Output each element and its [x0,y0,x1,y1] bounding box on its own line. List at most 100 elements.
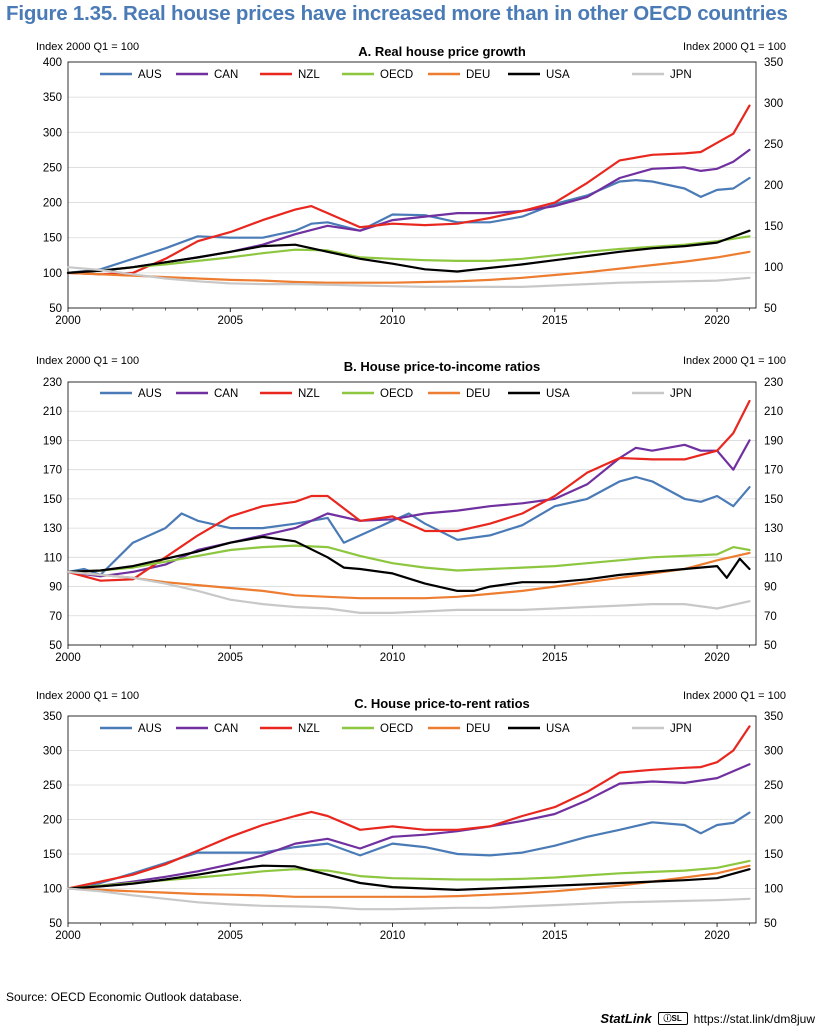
y-left-tick-label-a-100: 100 [43,268,62,280]
y-right-tick-label-b-90: 90 [764,582,777,594]
series-line-a-oecd [66,235,751,274]
y-left-tick-label-a-300: 300 [43,127,62,139]
left-axis-unit-b: Index 2000 Q1 = 100 [36,355,139,367]
y-right-tick-label-c-50: 50 [764,918,777,930]
series-line-c-aus [66,811,751,890]
series-line-c-oecd [66,859,751,890]
legend-label-a-oecd: OECD [380,69,413,81]
y-right-tick-label-a-50: 50 [764,303,777,315]
plot-frame-c [67,715,757,924]
y-left-tick-label-b-90: 90 [49,582,62,594]
x-tick-label-a-2010: 2010 [380,315,406,327]
x-tick-label-b-2020: 2020 [704,652,730,663]
y-left-tick-label-c-150: 150 [43,849,62,861]
y-left-tick-label-a-400: 400 [43,57,62,69]
legend-label-c-deu: DEU [466,723,490,735]
x-tick-label-a-2020: 2020 [704,315,730,327]
y-left-tick-label-a-250: 250 [43,162,62,174]
y-left-tick-label-b-110: 110 [44,552,62,564]
y-left-tick-label-b-230: 230 [43,377,62,389]
series-line-a-deu [66,250,751,284]
y-left-tick-label-c-350: 350 [43,711,62,723]
series-line-b-jpn [66,570,751,614]
y-left-tick-label-b-190: 190 [43,435,62,447]
y-right-tick-label-c-150: 150 [764,849,783,861]
legend-label-b-usa: USA [546,388,570,400]
y-right-tick-label-b-70: 70 [764,611,777,623]
figure-title: Figure 1.35. Real house prices have incr… [6,2,788,25]
legend-label-a-can: CAN [214,69,238,81]
y-right-tick-label-b-150: 150 [764,494,783,506]
y-right-tick-label-b-210: 210 [764,406,783,418]
x-tick-label-c-2010: 2010 [380,930,406,942]
statlink-brand: StatLink [600,1011,652,1026]
series-line-c-deu [66,864,751,898]
legend-label-a-jpn: JPN [670,69,692,81]
panel-title-c: C. House price-to-rent ratios [354,696,530,711]
y-left-tick-label-b-70: 70 [49,611,62,623]
legend-label-c-nzl: NZL [298,723,320,735]
legend-label-b-oecd: OECD [380,388,413,400]
y-left-tick-label-a-50: 50 [49,303,62,315]
chart-panel-b: 2000 2005 2010 2015 2020 50 70 90 110 130 150 170 19… [0,353,823,663]
y-right-tick-label-c-300: 300 [764,746,783,758]
x-tick-label-a-2015: 2015 [542,315,568,327]
chart-a-svg: 2000 2005 2010 2015 2020 50 100 150 200 250 300 350… [36,41,786,327]
y-left-tick-label-b-170: 170 [43,465,62,477]
chart-panel-a: 2000 2005 2010 2015 2020 50 100 150 200 250 300 350… [0,38,823,328]
chart-panel-c: 2000 2005 2010 2015 2020 50 100 150 200 250 300 350… [0,688,823,988]
y-left-tick-label-a-350: 350 [43,92,62,104]
legend-label-a-nzl: NZL [298,69,320,81]
legend-label-c-jpn: JPN [670,723,692,735]
legend-label-a-deu: DEU [466,69,490,81]
y-right-tick-label-b-190: 190 [764,435,783,447]
y-left-tick-label-c-100: 100 [43,884,62,896]
y-left-tick-label-c-200: 200 [43,815,62,827]
y-left-tick-label-b-150: 150 [43,494,62,506]
y-right-tick-label-a-200: 200 [764,180,783,192]
legend-label-c-usa: USA [546,723,570,735]
y-right-tick-label-b-50: 50 [764,640,777,652]
y-left-tick-label-c-50: 50 [49,918,62,930]
series-line-b-usa [66,535,751,592]
y-right-tick-label-a-100: 100 [764,262,783,274]
series-line-b-oecd [66,544,751,573]
legend-label-b-can: CAN [214,388,238,400]
x-tick-label-c-2000: 2000 [55,930,81,942]
series-line-b-aus [66,475,751,576]
statlink[interactable]: StatLink ⓘSL https://stat.link/dm8juw [600,1011,815,1026]
y-right-tick-label-a-250: 250 [764,139,783,151]
chart-c-svg: 2000 2005 2010 2015 2020 50 100 150 200 250 300 350… [36,690,786,942]
y-right-tick-label-b-170: 170 [764,465,783,477]
y-left-tick-label-b-130: 130 [43,523,62,535]
y-right-tick-label-a-350: 350 [764,57,783,69]
legend-label-c-can: CAN [214,723,238,735]
legend-label-b-deu: DEU [466,388,490,400]
source-note: Source: OECD Economic Outlook database. [6,990,243,1004]
right-axis-unit-a: Index 2000 Q1 = 100 [683,41,786,53]
y-right-tick-label-b-130: 130 [764,523,783,535]
series-line-c-can [66,763,751,890]
x-tick-label-b-2015: 2015 [542,652,568,663]
y-left-tick-label-c-250: 250 [43,780,62,792]
x-tick-label-c-2020: 2020 [704,930,730,942]
y-right-tick-label-c-100: 100 [764,884,783,896]
series-line-a-can [66,148,751,274]
statlink-url[interactable]: https://stat.link/dm8juw [693,1011,815,1026]
y-right-tick-label-a-300: 300 [764,98,783,110]
y-right-tick-label-c-250: 250 [764,780,783,792]
series-line-a-usa [66,229,751,274]
legend-label-b-nzl: NZL [298,388,320,400]
y-right-tick-label-a-150: 150 [764,221,783,233]
series-line-b-can [66,439,751,578]
legend-label-b-aus: AUS [138,388,162,400]
legend-label-b-jpn: JPN [670,388,692,400]
y-right-tick-label-b-110: 110 [764,552,782,564]
y-right-tick-label-c-200: 200 [764,815,783,827]
x-tick-label-b-2000: 2000 [55,652,81,663]
x-tick-label-b-2005: 2005 [217,652,243,663]
y-left-tick-label-b-210: 210 [43,406,62,418]
series-line-b-deu [66,551,751,600]
x-tick-label-c-2015: 2015 [542,930,568,942]
legend-label-c-aus: AUS [138,723,162,735]
